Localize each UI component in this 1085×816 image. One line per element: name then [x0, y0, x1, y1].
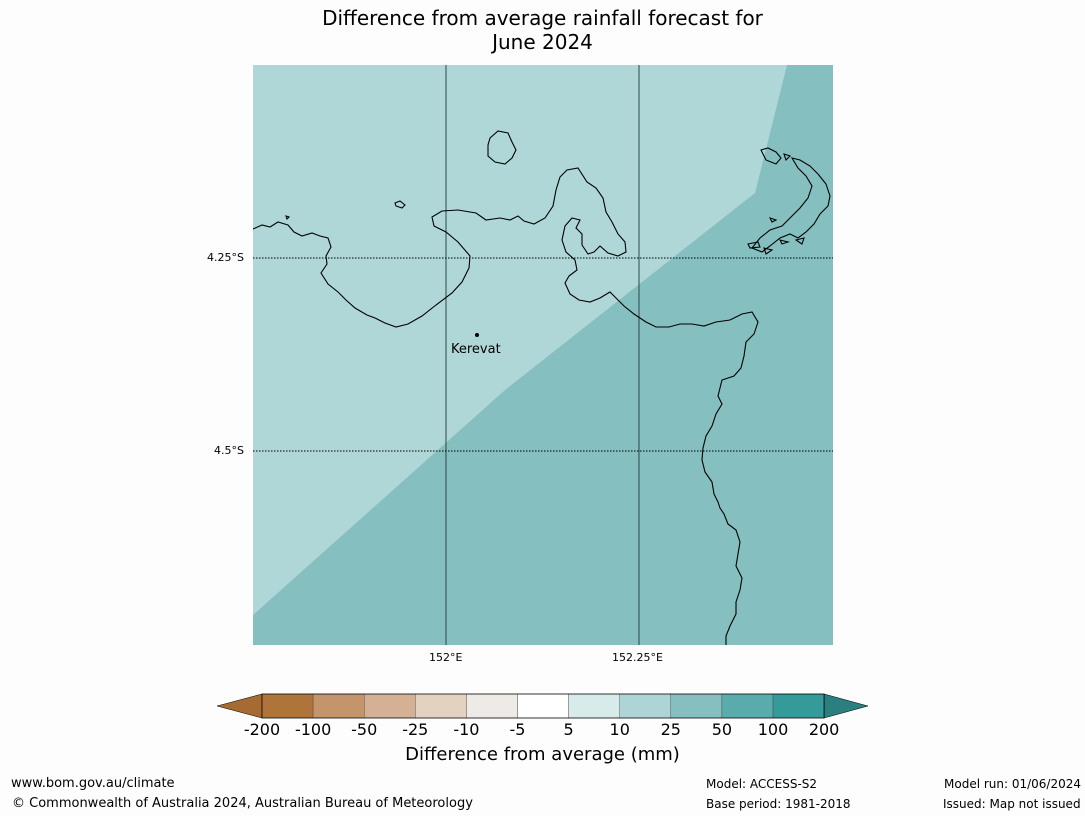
- colorbar-tick-label: -200: [243, 720, 281, 739]
- colorbar-segment: [466, 693, 518, 719]
- colorbar-segment: [772, 693, 825, 719]
- map-area[interactable]: [253, 65, 833, 645]
- colorbar-extend-high: [823, 693, 869, 719]
- title-line-2: June 2024: [492, 30, 593, 54]
- colorbar-segment: [517, 693, 569, 719]
- footer-website[interactable]: www.bom.gov.au/climate: [11, 776, 175, 791]
- footer-copyright: © Commonwealth of Australia 2024, Austra…: [12, 796, 473, 811]
- footer-base-period: Base period: 1981-2018: [706, 797, 851, 811]
- kerevat-marker: [475, 333, 479, 337]
- colorbar-tick-label: 5: [563, 720, 574, 739]
- colorbar-tick-label: 200: [808, 720, 840, 739]
- colorbar-segment: [415, 693, 467, 719]
- footer-model: Model: ACCESS-S2: [706, 777, 818, 791]
- colorbar-extend-low: [216, 693, 263, 719]
- colorbar-outline: [261, 693, 825, 719]
- colorbar-tick-labels: -200 -100 -50 -25 -10 -5 5 10 25 50 100 200: [0, 720, 1085, 740]
- colorbar-tick-label: -100: [294, 720, 332, 739]
- title-line-1: Difference from average rainfall forecas…: [322, 6, 763, 30]
- colorbar-segment: [619, 693, 672, 719]
- colorbar-label: Difference from average (mm): [405, 744, 680, 765]
- colorbar-tick-label: 100: [757, 720, 789, 739]
- colorbar-segment: [721, 693, 774, 719]
- colorbar-tick-label: -25: [402, 720, 429, 739]
- colorbar-tick-label: 10: [609, 720, 630, 739]
- chart-title: Difference from average rainfall forecas…: [0, 6, 1085, 54]
- footer-model-run: Model run: 01/06/2024: [944, 777, 1082, 791]
- colorbar-tick-label: -5: [509, 720, 526, 739]
- colorbar-tick-label: -50: [351, 720, 378, 739]
- colorbar-tick-label: -10: [453, 720, 480, 739]
- lon-label-152-25e: 152.25°E: [612, 651, 663, 664]
- colorbar-segment: [670, 693, 723, 719]
- place-label-kerevat: Kerevat: [451, 342, 501, 357]
- lon-label-152e: 152°E: [429, 651, 463, 664]
- lat-label-4-25s: 4.25°S: [207, 251, 244, 264]
- rainfall-dark-region: [253, 65, 833, 645]
- colorbar-tick-label: 25: [660, 720, 681, 739]
- footer-issued: Issued: Map not issued: [943, 797, 1081, 811]
- colorbar-segment: [261, 693, 314, 719]
- lat-label-4-5s: 4.5°S: [214, 444, 244, 457]
- colorbar: [216, 693, 869, 719]
- coastline: [253, 130, 831, 645]
- colorbar-segment: [364, 693, 416, 719]
- colorbar-tick-label: 50: [711, 720, 733, 739]
- colorbar-segment: [312, 693, 365, 719]
- colorbar-segment: [568, 693, 620, 719]
